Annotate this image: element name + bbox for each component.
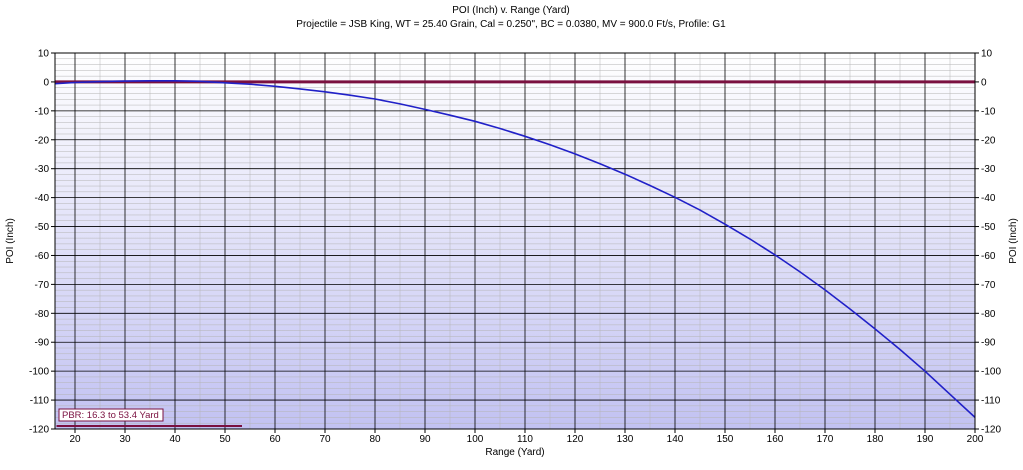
poi-curve (55, 80, 975, 418)
y-tick-label-left: -70 (35, 280, 50, 291)
y-tick-label-left: -30 (35, 164, 50, 175)
plot-background (55, 53, 975, 429)
pbr-label-box (58, 408, 164, 422)
x-tick-label: 60 (269, 434, 281, 445)
chart-subtitle: Projectile = JSB King, WT = 25.40 Grain,… (296, 19, 726, 30)
y-tick-label-left: -10 (35, 106, 50, 117)
y-tick-label-right: -90 (981, 338, 996, 349)
x-tick-label: 110 (517, 434, 533, 445)
x-tick-label: 180 (867, 434, 884, 445)
y-tick-label-right: -120 (981, 425, 1001, 436)
x-axis: 20 30 40 50 60 70 80 90 100 110 120 130 140 150 160 170… (69, 429, 984, 445)
pbr-label: PBR: 16.3 to 53.4 Yard (62, 410, 159, 421)
y-tick-label-left: -110 (30, 396, 50, 407)
x-tick-label: 140 (667, 434, 684, 445)
x-tick-label: 70 (319, 434, 331, 445)
y-tick-label-right: -110 (981, 396, 1001, 407)
x-tick-label: 150 (717, 434, 734, 445)
pbr-legend: PBR: 16.3 to 53.4 Yard (56, 408, 242, 427)
x-tick-label: 40 (169, 434, 181, 445)
y-tick-label-left: -120 (29, 425, 49, 436)
x-axis-label: Range (Yard) (485, 447, 544, 458)
x-tick-label: 200 (967, 434, 984, 445)
x-tick-label: 30 (119, 434, 131, 445)
x-tick-label: 50 (219, 434, 231, 445)
x-tick-label: 120 (567, 434, 584, 445)
y-tick-label-right: 10 (981, 49, 993, 60)
x-tick-label: 130 (617, 434, 634, 445)
x-tick-label: 100 (467, 434, 484, 445)
y-tick-label-right: -10 (981, 106, 996, 117)
y-tick-label-right: -50 (981, 222, 996, 233)
y-axis-label-left: POI (Inch) (5, 218, 16, 264)
x-tick-label: 170 (817, 434, 834, 445)
x-tick-label: 20 (69, 434, 81, 445)
y-tick-label-left: -90 (35, 338, 50, 349)
y-tick-label-left: -40 (35, 193, 50, 204)
plot-border (54, 52, 976, 430)
y-tick-label-right: -20 (981, 135, 996, 146)
chart-title: POI (Inch) v. Range (Yard) (452, 5, 569, 16)
x-tick-label: 80 (369, 434, 381, 445)
y-tick-label-right: -60 (981, 251, 996, 262)
x-tick-label: 160 (767, 434, 784, 445)
y-axis-right: 10 0 -10 -20 -30 -40 -50 -60 -70 -80 -90 -100 -110 -1… (975, 49, 1001, 436)
y-tick-label-right: -40 (981, 193, 996, 204)
y-tick-label-left: 10 (38, 49, 50, 60)
y-tick-label-left: -100 (29, 367, 49, 378)
y-axis-left: 10 0 -10 -20 -30 -40 -50 -60 -70 -80 -90 -100 -110 -1… (29, 49, 55, 436)
y-tick-label-right: 0 (981, 77, 987, 88)
y-axis-label-right: POI (Inch) (1008, 218, 1019, 264)
y-tick-label-left: -60 (35, 251, 50, 262)
x-tick-label: 90 (419, 434, 431, 445)
y-tick-label-left: -50 (35, 222, 50, 233)
minor-gridlines (55, 53, 975, 429)
y-tick-label-right: -100 (981, 367, 1001, 378)
y-tick-label-left: -20 (35, 135, 50, 146)
y-tick-label-right: -70 (981, 280, 996, 291)
y-tick-label-right: -30 (981, 164, 996, 175)
x-tick-label: 190 (917, 434, 934, 445)
y-tick-label-right: -80 (981, 309, 996, 320)
y-tick-label-left: 0 (43, 77, 49, 88)
y-tick-label-left: -80 (35, 309, 50, 320)
